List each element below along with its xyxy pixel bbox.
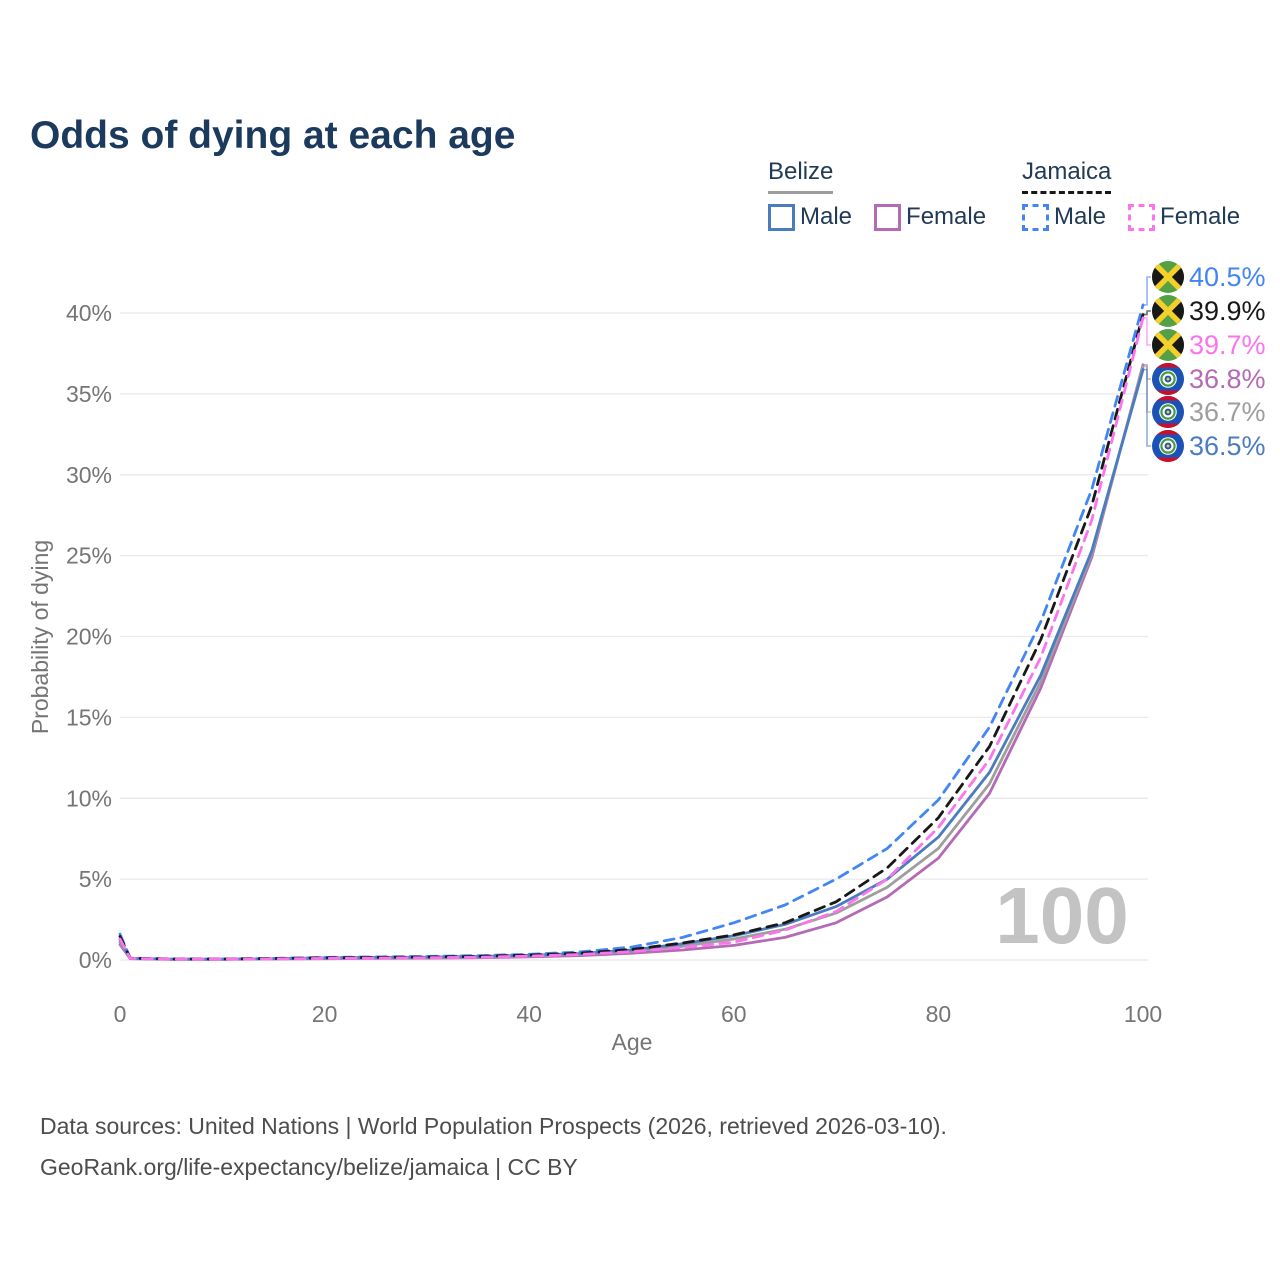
series-line-jamaica-male[interactable] [118,303,1145,961]
y-axis-title: Probability of dying [27,540,53,734]
x-tick-label: 20 [312,1001,338,1027]
y-tick-label: 35% [66,381,112,407]
y-tick-label: 25% [66,543,112,569]
jamaica-female-swatch-icon[interactable] [1128,203,1156,231]
belize-flag-icon [1152,363,1184,395]
y-tick-label: 10% [66,785,112,811]
series-line-belize-male[interactable] [118,368,1145,961]
legend-country-jamaica: Jamaica [1022,158,1112,194]
y-tick-label: 40% [66,300,112,326]
legend-item-belize-male[interactable]: Male [768,203,852,231]
footer: Data sources: United Nations | World Pop… [40,1106,947,1188]
hover-age-watermark: 100 [995,871,1128,960]
end-label-jamaica-male: 40.5% [1189,262,1266,292]
end-label-jamaica-female: 39.7% [1189,330,1266,360]
x-tick-label: 100 [1124,1001,1162,1027]
legend-label-jamaica-male: Male [1054,203,1107,230]
y-tick-label: 5% [79,866,112,892]
end-label-belize: 36.7% [1189,397,1266,427]
series-line-belize-female[interactable] [118,363,1145,961]
belize-flag-icon [1152,396,1184,428]
end-label-connector-jamaica-female [1143,317,1151,346]
legend-item-jamaica-male[interactable]: Male [1022,203,1106,231]
legend-item-jamaica-female[interactable]: Female [1128,203,1240,231]
y-tick-label: 15% [66,704,112,730]
belize-flag-icon [1152,430,1184,462]
series-line-belize[interactable] [118,364,1145,961]
jamaica-flag-icon [1152,329,1184,361]
x-tick-label: 80 [926,1001,952,1027]
legend-label-jamaica-female: Female [1160,203,1241,230]
end-label-jamaica: 39.9% [1189,296,1266,326]
jamaica-male-swatch-icon[interactable] [1022,203,1049,231]
belize-female-swatch-icon[interactable] [874,203,902,231]
x-tick-label: 0 [114,1001,127,1027]
attribution-line: GeoRank.org/life-expectancy/belize/jamai… [40,1154,578,1180]
legend-item-belize-female[interactable]: Female [874,203,986,231]
jamaica-flag-icon [1152,295,1184,327]
legend-label-belize-male: Male [800,203,853,230]
legend-label-belize-female: Female [906,203,987,230]
y-tick-label: 0% [79,947,112,973]
end-label-connector-jamaica-male [1143,276,1151,306]
x-tick-label: 60 [721,1001,747,1027]
x-axis-title: Age [612,1029,653,1055]
belize-male-swatch-icon[interactable] [768,203,795,231]
legend-group-jamaica: Jamaica Male Female [1022,158,1240,231]
jamaica-flag-icon [1152,261,1184,293]
end-label-belize-male: 36.5% [1189,431,1266,461]
end-label-belize-female: 36.8% [1189,364,1266,394]
series-line-jamaica-female[interactable] [118,316,1145,961]
data-sources-line: Data sources: United Nations | World Pop… [40,1113,947,1139]
x-tick-label: 40 [516,1001,542,1027]
legend-group-belize: Belize Male Female [768,158,986,231]
end-label-connector-belize-male [1143,368,1151,447]
y-tick-label: 30% [66,462,112,488]
page-title: Odds of dying at each age [30,114,516,158]
y-tick-label: 20% [66,624,112,650]
legend-country-belize: Belize [768,158,834,194]
end-label-connector-jamaica [1143,310,1151,316]
